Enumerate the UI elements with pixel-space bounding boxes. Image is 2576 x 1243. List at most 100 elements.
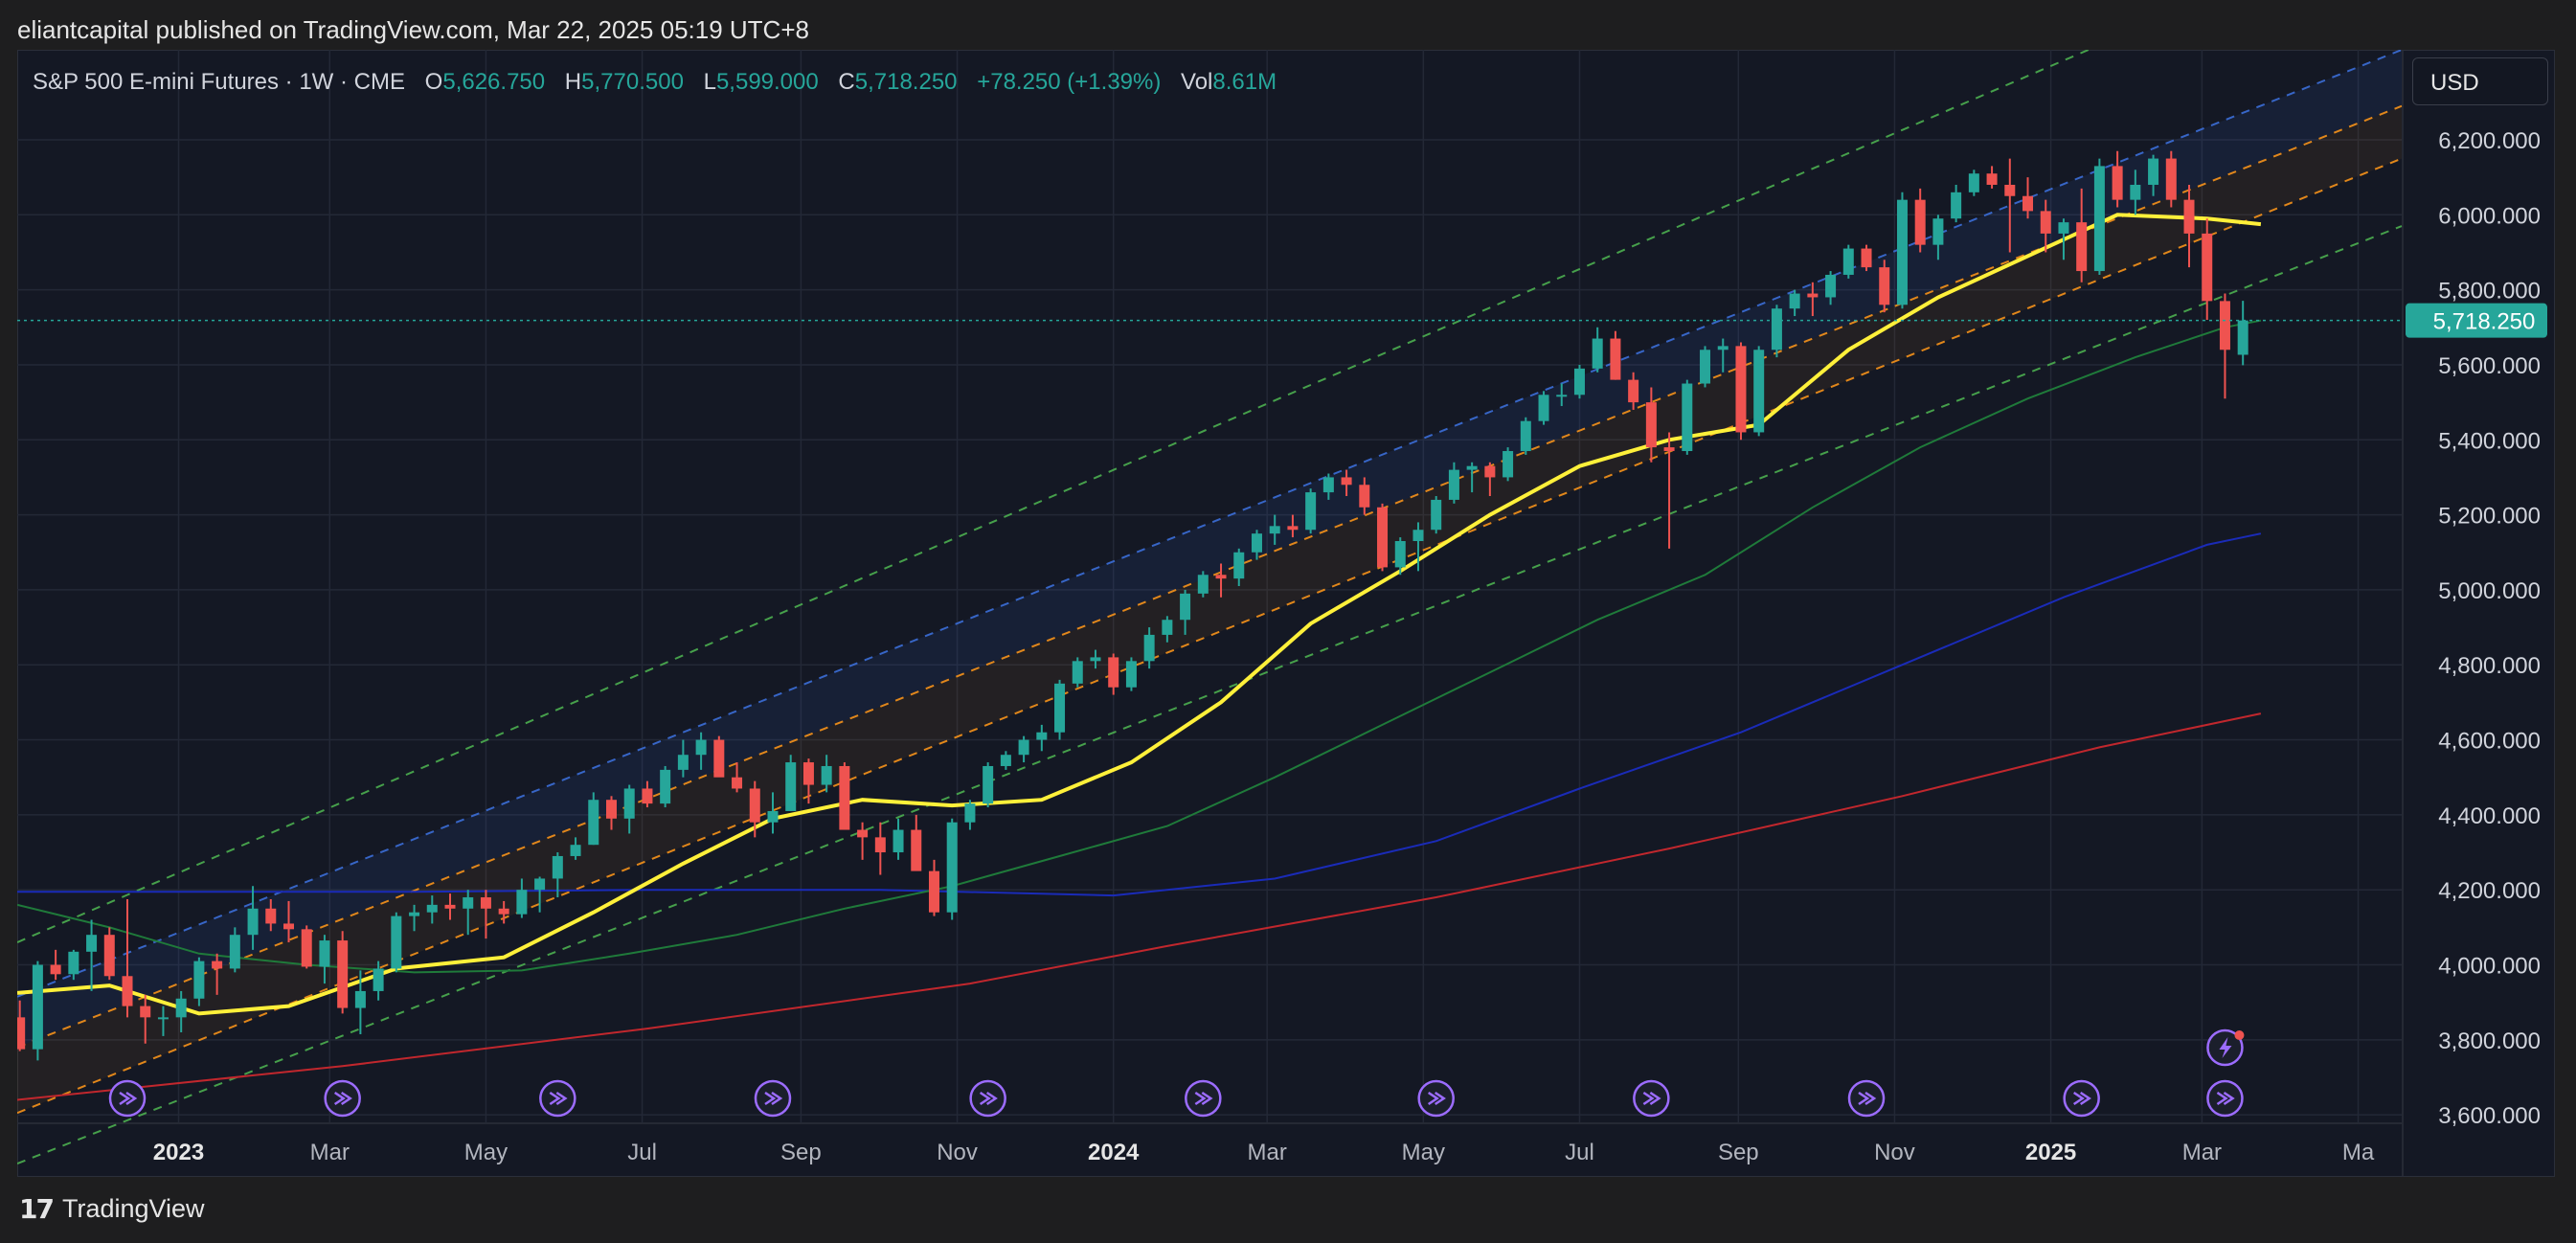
candle <box>1412 522 1424 572</box>
candle-body <box>911 829 922 871</box>
event-chevrons <box>1194 1091 1213 1106</box>
candle <box>2040 199 2051 253</box>
volume-label: Vol <box>1181 69 1213 95</box>
candle <box>140 994 151 1044</box>
candle <box>1861 244 1872 272</box>
candle-body <box>1771 308 1782 350</box>
channel-band-upper <box>17 50 2402 1048</box>
candle <box>212 953 223 995</box>
candle-body <box>1700 350 1711 384</box>
candle-body <box>2237 320 2248 355</box>
candle <box>1645 387 1657 463</box>
candle-body <box>1951 192 1962 219</box>
candle-body <box>874 837 886 853</box>
currency-button[interactable]: USD <box>2412 57 2548 105</box>
candle <box>552 852 563 898</box>
tradingview-brand[interactable]: 17 TradingView <box>19 1192 205 1225</box>
candle-body <box>928 870 939 913</box>
candle-body <box>1072 661 1083 684</box>
candle <box>265 898 277 932</box>
candle-body <box>749 788 760 823</box>
candle <box>426 895 438 924</box>
candle <box>1753 346 1765 437</box>
candle-body <box>1431 499 1442 531</box>
candle-body <box>1807 293 1819 298</box>
candle-body <box>1753 350 1765 433</box>
candle-body <box>660 769 671 804</box>
candle <box>1287 514 1299 538</box>
close-label: C <box>838 69 855 95</box>
candle <box>2093 158 2105 275</box>
candle <box>229 927 240 973</box>
candle <box>1914 188 1926 253</box>
candle-body <box>1717 346 1729 350</box>
candle-body <box>1842 248 1854 275</box>
candle-body <box>1682 383 1693 452</box>
candle <box>1215 563 1227 598</box>
candle-body <box>301 929 312 967</box>
y-tick-label: 4,400.000 <box>2438 803 2541 829</box>
event-marker-icon <box>969 1079 1006 1118</box>
candle <box>1018 735 1029 763</box>
candle-body <box>337 940 349 1008</box>
candle-body <box>1143 634 1155 662</box>
candle <box>1771 305 1782 358</box>
candle <box>1054 679 1066 740</box>
event-chevrons <box>2216 1091 2235 1106</box>
candle <box>1951 184 1962 223</box>
candle <box>86 919 98 991</box>
low-value: 5,599.000 <box>715 69 819 95</box>
event-marker-icon <box>1417 1079 1455 1118</box>
candle-body <box>319 940 330 967</box>
candle <box>337 931 349 1014</box>
candle <box>444 893 456 920</box>
x-tick-label: Mar <box>1248 1140 1287 1165</box>
symbol-title[interactable]: S&P 500 E-mini Futures · 1W · CME <box>33 69 405 95</box>
symbol-legend: S&P 500 E-mini Futures · 1W · CME O5,626… <box>33 69 1277 96</box>
candle-body <box>17 1017 26 1050</box>
candle-body <box>1305 492 1317 531</box>
y-tick-label: 5,200.000 <box>2438 504 2541 530</box>
grid <box>17 50 2402 1122</box>
candle <box>1269 514 1280 545</box>
event-marker-icon <box>2063 1079 2100 1118</box>
tradingview-logo-icon: 17 <box>19 1192 55 1225</box>
candle <box>785 755 797 811</box>
candle-body <box>785 762 797 811</box>
candle <box>463 890 474 936</box>
candle <box>175 990 187 1033</box>
candle-body <box>588 800 599 846</box>
candle <box>1431 496 1442 534</box>
candle-body <box>265 908 277 924</box>
candle <box>2219 293 2230 399</box>
candle <box>983 762 994 808</box>
candle-body <box>695 739 707 756</box>
x-tick-label: May <box>1402 1140 1445 1165</box>
event-marker-icon <box>324 1079 361 1118</box>
candle <box>695 732 707 770</box>
candle <box>1735 342 1747 441</box>
event-chevrons <box>2072 1091 2091 1106</box>
candle <box>1090 649 1101 669</box>
candle-body <box>391 915 402 969</box>
candle <box>1700 346 1711 388</box>
chart-canvas[interactable]: 3,600.000 3,800.000 4,000.000 4,200.000 4,40… <box>17 50 2555 1177</box>
candle-body <box>516 890 528 915</box>
candle-body <box>409 912 420 916</box>
y-tick-label: 4,200.000 <box>2438 878 2541 904</box>
candle <box>103 927 115 981</box>
candle-body <box>283 923 295 930</box>
candle <box>319 935 330 984</box>
candle <box>480 890 491 939</box>
candle <box>68 949 79 981</box>
ma-line-ma100 <box>17 532 2262 897</box>
candle <box>964 800 976 830</box>
candle-body <box>193 960 205 999</box>
candle-body <box>354 990 366 1008</box>
candle-body <box>175 998 187 1018</box>
candle-body <box>1359 485 1370 508</box>
event-chevrons <box>764 1091 783 1106</box>
candle <box>1466 462 1478 493</box>
y-tick-label: 3,600.000 <box>2438 1103 2541 1129</box>
candle <box>605 796 617 830</box>
